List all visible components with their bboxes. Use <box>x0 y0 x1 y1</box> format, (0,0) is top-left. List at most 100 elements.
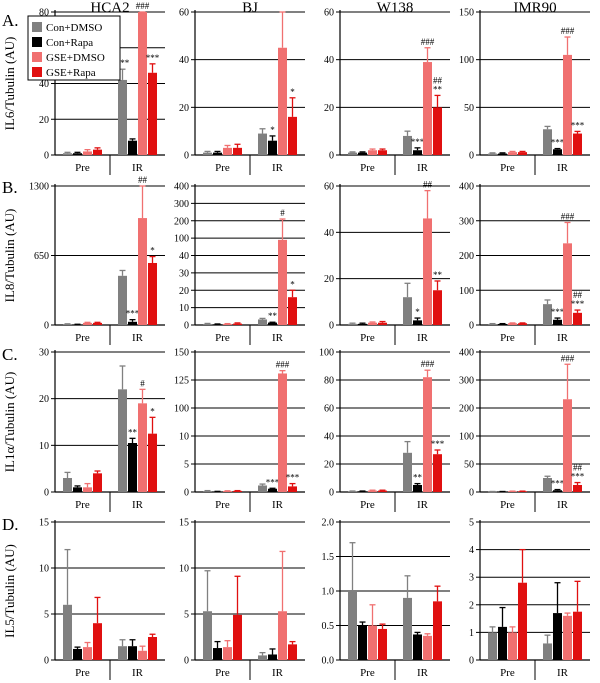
y-tick-label: 10 <box>179 303 189 314</box>
y-tick-label: 100 <box>319 348 334 359</box>
bar <box>223 147 232 155</box>
significance-label: ## <box>573 290 583 300</box>
y-tick-label: 2 <box>469 600 474 611</box>
significance-label: *** <box>266 477 280 487</box>
bar <box>563 54 572 155</box>
bar <box>433 290 442 325</box>
bar <box>278 373 287 492</box>
y-tick-label: 50 <box>464 460 474 471</box>
bar <box>368 490 377 492</box>
x-category-label: Pre <box>360 332 375 344</box>
bar <box>488 323 497 325</box>
bar <box>358 323 367 325</box>
y-tick-label: 150 <box>459 8 474 19</box>
y-tick-label: 0 <box>469 151 474 162</box>
bar <box>258 133 267 155</box>
legend-swatch <box>32 22 42 32</box>
x-category-label: Pre <box>500 162 515 174</box>
y-tick-label: 10 <box>179 564 189 575</box>
bar <box>278 611 287 660</box>
y-tick-label: 0 <box>184 321 189 332</box>
significance-label: *** <box>571 299 585 309</box>
bar <box>368 150 377 155</box>
significance-label: ### <box>561 211 575 221</box>
bar <box>73 487 82 492</box>
bar <box>553 613 562 660</box>
y-axis-label: IL6/Tubulin (AU) <box>2 37 17 131</box>
bar <box>128 646 137 660</box>
bar <box>258 655 267 660</box>
bar <box>403 297 412 325</box>
y-tick-label: 20 <box>324 103 334 114</box>
y-tick-label: 650 <box>34 251 49 262</box>
bar <box>413 320 422 325</box>
bar <box>213 152 222 155</box>
bar <box>128 443 137 492</box>
y-tick-label: 0 <box>329 151 334 162</box>
row-letter: B. <box>2 178 18 197</box>
row-letter: D. <box>2 515 19 534</box>
bar <box>278 239 287 325</box>
bar <box>368 322 377 325</box>
bar <box>288 116 297 155</box>
bar <box>563 243 572 325</box>
bar <box>288 297 297 325</box>
row-letter: C. <box>2 345 18 364</box>
x-category-label: Pre <box>360 667 375 679</box>
significance-label: ** <box>268 311 278 321</box>
x-category-label: Pre <box>75 499 90 511</box>
bar <box>268 654 277 660</box>
bar <box>138 12 147 155</box>
bar <box>553 490 562 492</box>
legend-label: Con+Rapa <box>46 37 93 49</box>
bar <box>138 650 147 660</box>
y-tick-label: 20 <box>324 460 334 471</box>
significance-label: # <box>280 208 285 218</box>
significance-label: ### <box>136 1 150 11</box>
significance-label: *** <box>411 137 425 147</box>
significance-label: ### <box>276 360 290 370</box>
bar <box>203 611 212 660</box>
significance-label: * <box>290 87 295 97</box>
bar <box>433 454 442 492</box>
y-tick-label: 300 <box>174 199 189 210</box>
y-tick-label: 30 <box>39 348 49 359</box>
y-tick-label: 20 <box>179 286 189 297</box>
y-tick-label: 0 <box>329 488 334 499</box>
bar <box>498 626 507 660</box>
y-tick-label: 80 <box>324 376 334 387</box>
bar <box>148 637 157 660</box>
y-tick-label: 0 <box>44 321 49 332</box>
bar <box>403 135 412 155</box>
bar <box>433 107 442 155</box>
y-tick-label: 10 <box>39 564 49 575</box>
bar <box>223 647 232 660</box>
y-tick-label: 40 <box>179 251 189 262</box>
x-category-label: IR <box>417 499 429 511</box>
significance-label: ** <box>433 270 443 280</box>
y-tick-label: 125 <box>174 376 189 387</box>
significance-label: ## <box>433 75 443 85</box>
x-category-label: Pre <box>75 162 90 174</box>
y-tick-label: 80 <box>39 8 49 19</box>
legend-label: GSE+Rapa <box>46 67 96 79</box>
bar <box>258 319 267 325</box>
bar <box>378 628 387 660</box>
significance-label: ### <box>561 26 575 36</box>
y-tick-label: 200 <box>459 251 474 262</box>
y-tick-label: 40 <box>39 79 49 90</box>
x-category-label: Pre <box>215 667 230 679</box>
bar <box>63 604 72 660</box>
bar <box>358 625 367 660</box>
bar <box>518 323 527 325</box>
x-category-label: Pre <box>215 332 230 344</box>
y-tick-label: 200 <box>459 404 474 415</box>
y-tick-label: 400 <box>174 182 189 193</box>
bar <box>93 623 102 660</box>
legend-swatch <box>32 67 42 77</box>
x-category-label: IR <box>132 162 144 174</box>
x-category-label: IR <box>132 332 144 344</box>
y-tick-label: 40 <box>324 55 334 66</box>
bar <box>118 389 127 492</box>
y-tick-label: 0 <box>184 488 189 499</box>
